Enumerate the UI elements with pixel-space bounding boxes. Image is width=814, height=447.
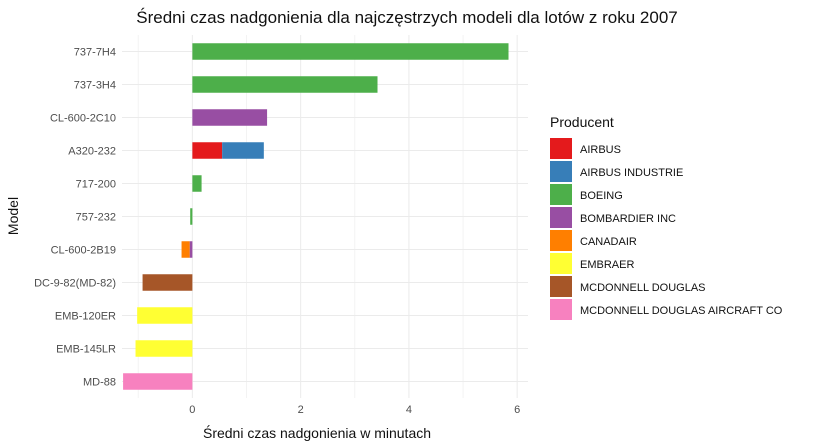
y-tick-label: EMB-120ER xyxy=(55,311,116,323)
grid xyxy=(122,35,528,398)
x-tick-labels: 0 2 4 6 xyxy=(189,404,520,416)
bar xyxy=(189,241,193,258)
x-tick-label: 2 xyxy=(298,404,304,416)
y-axis-label: Model xyxy=(5,197,21,235)
bar xyxy=(192,109,268,126)
legend-swatch xyxy=(550,138,572,159)
y-tick-labels: 737-7H4 737-3H4 CL-600-2C10 A320-232 717-200… xyxy=(34,47,116,389)
y-tick-label: DC-9-82(MD-82) xyxy=(34,278,116,290)
y-tick-label: CL-600-2B19 xyxy=(51,245,116,257)
legend-swatch xyxy=(550,276,572,297)
legend-swatch xyxy=(550,253,572,274)
legend-label: AIRBUS INDUSTRIE xyxy=(580,167,683,179)
bar xyxy=(181,241,190,258)
bar xyxy=(192,142,223,159)
bar xyxy=(135,340,193,357)
chart-title: Średni czas nadgonienia dla najczęstrzyc… xyxy=(136,8,677,27)
y-tick-label: EMB-145LR xyxy=(56,344,116,356)
legend-label: MCDONNELL DOUGLAS xyxy=(580,282,706,294)
bar xyxy=(190,208,193,225)
legend-swatch xyxy=(550,207,572,228)
legend-swatch xyxy=(550,161,572,182)
legend-label: MCDONNELL DOUGLAS AIRCRAFT CO xyxy=(580,305,783,317)
y-tick-label: 717-200 xyxy=(76,179,116,191)
legend-label: AIRBUS xyxy=(580,144,621,156)
bar xyxy=(192,76,378,93)
y-tick-label: A320-232 xyxy=(68,146,116,158)
legend-label: CANADAIR xyxy=(580,236,637,248)
x-tick-label: 4 xyxy=(406,404,412,416)
x-axis-label: Średni czas nadgonienia w minutach xyxy=(203,424,431,441)
bar xyxy=(137,307,193,324)
bar xyxy=(192,175,202,192)
legend-swatch xyxy=(550,299,572,320)
legend-label: BOEING xyxy=(580,190,623,202)
x-tick-label: 0 xyxy=(189,404,195,416)
legend-label: BOMBARDIER INC xyxy=(580,213,676,225)
legend-title: Producent xyxy=(550,114,614,130)
bar xyxy=(123,373,193,390)
bar xyxy=(142,274,193,291)
legend-swatch xyxy=(550,184,572,205)
y-tick-label: CL-600-2C10 xyxy=(50,113,116,125)
bars xyxy=(123,43,509,390)
bar xyxy=(192,43,509,60)
legend-swatch xyxy=(550,230,572,251)
y-tick-label: 757-232 xyxy=(76,212,116,224)
x-tick-label: 6 xyxy=(514,404,520,416)
legend-label: EMBRAER xyxy=(580,259,634,271)
bar xyxy=(222,142,264,159)
y-tick-label: 737-7H4 xyxy=(74,47,116,59)
y-tick-label: 737-3H4 xyxy=(74,80,116,92)
y-tick-label: MD-88 xyxy=(83,377,116,389)
legend: Producent AIRBUS AIRBUS INDUSTRIE BOEING BO… xyxy=(550,114,783,320)
